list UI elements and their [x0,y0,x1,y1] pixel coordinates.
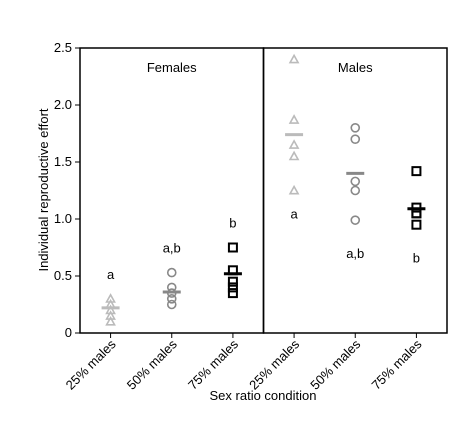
point [350,176,361,187]
point [288,53,300,64]
significance-letter: a,b [346,246,364,261]
point [288,114,300,124]
y-tick-label: 2.0 [54,97,72,112]
point [350,123,361,133]
y-tick-label: 2.5 [54,40,72,55]
point [166,293,177,304]
point [411,208,422,219]
panel-title: Males [338,60,373,75]
significance-letter: b [413,251,420,266]
point [411,166,422,177]
x-tick-label: 75% males [185,336,241,392]
panel-title: Females [147,60,197,75]
x-tick-label: 75% males [368,336,424,392]
point [288,139,300,149]
point [227,242,238,253]
point [166,299,177,310]
point [350,185,361,196]
x-tick-label: 50% males [124,336,180,392]
significance-letter: a,b [163,241,181,256]
y-tick-label: 0 [65,325,72,340]
point [227,276,238,287]
point [411,208,422,219]
x-axis-label: Sex ratio condition [210,388,317,403]
x-tick-label: 50% males [307,336,363,392]
point [227,282,238,293]
significance-letter: a [290,207,298,222]
point [166,267,177,278]
y-tick-label: 1.5 [54,154,72,169]
x-tick-label: 25% males [63,336,119,392]
point [105,315,116,326]
point [411,219,422,230]
significance-letter: b [229,216,236,231]
point [227,288,238,299]
point [288,150,300,161]
x-tick-label: 25% males [246,336,302,392]
y-tick-label: 1.0 [54,211,72,226]
point [350,215,361,225]
y-axis-label: Individual reproductive effort [36,108,51,271]
point [288,184,300,195]
y-tick-label: 0.5 [54,268,72,283]
point [350,134,361,144]
significance-letter: a [107,267,115,282]
